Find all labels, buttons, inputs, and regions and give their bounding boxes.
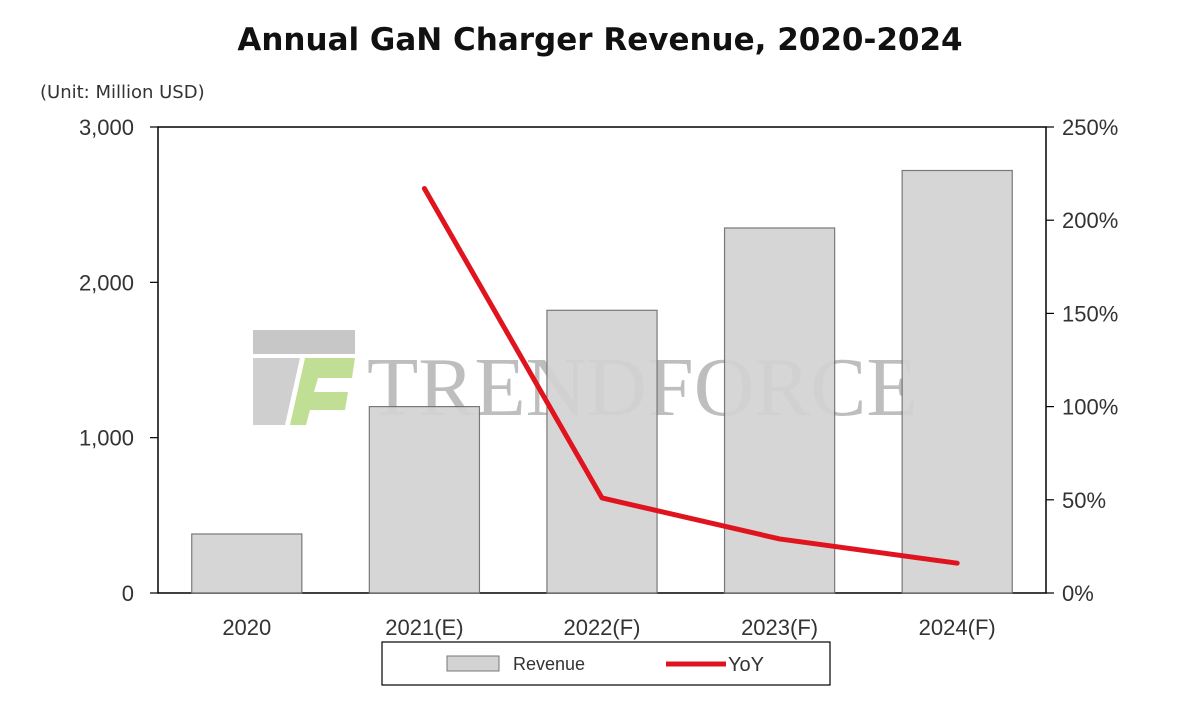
watermark-logo-stem: [253, 358, 300, 425]
bar-revenue-2: [546, 309, 658, 594]
y-right-tick-label-3: 150%: [1062, 301, 1118, 326]
bar-revenue-4: [901, 169, 1013, 594]
y-right-tick-label-1: 50%: [1062, 488, 1106, 513]
chart-title: Annual GaN Charger Revenue, 2020-2024: [237, 22, 963, 58]
x-tick-label-2: 2022(F): [563, 615, 640, 640]
line-yoy: [421, 186, 960, 566]
y-left-tick-label-0: 0: [122, 581, 134, 606]
x-tick-label-3: 2023(F): [741, 615, 818, 640]
y-left-tick-label-2: 2,000: [79, 270, 134, 295]
x-tick-label-4: 2024(F): [919, 615, 996, 640]
legend-yoy-label: YoY: [728, 654, 764, 676]
y-right-tick-label-4: 200%: [1062, 208, 1118, 233]
y-right-tick-label-5: 250%: [1062, 115, 1118, 140]
legend: Revenue YoY: [381, 641, 831, 686]
watermark-logo-bar: [253, 330, 355, 354]
y-left-tick-label-3: 3,000: [79, 115, 134, 140]
x-tick-label-0: 2020: [222, 615, 271, 640]
watermark-logo-leaf: [290, 358, 355, 425]
legend-revenue-label: Revenue: [513, 654, 585, 674]
unit-note: (Unit: Million USD): [40, 82, 205, 103]
x-tick-label-1: 2021(E): [385, 615, 463, 640]
y-left-tick-label-1: 1,000: [79, 426, 134, 451]
bar-revenue-1: [368, 406, 481, 594]
y-right-tick-label-2: 100%: [1062, 395, 1118, 420]
bar-revenue-0: [191, 533, 303, 594]
y-right-tick-label-0: 0%: [1062, 581, 1094, 606]
legend-revenue-swatch: [446, 655, 500, 672]
